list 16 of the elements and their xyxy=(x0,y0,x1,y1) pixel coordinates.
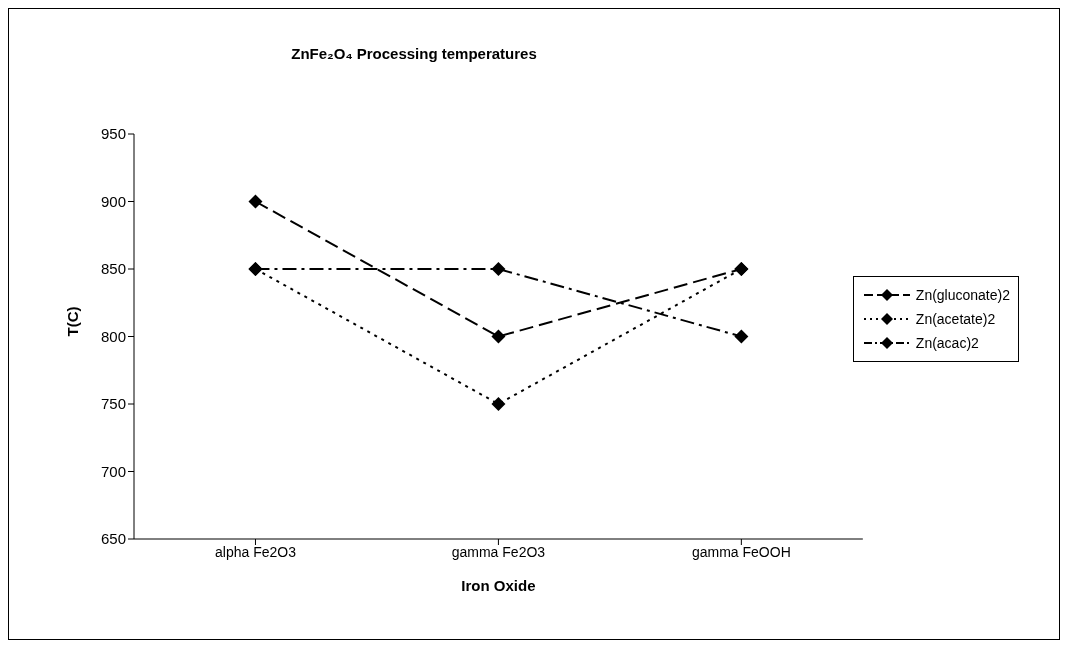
x-tick-label: gamma Fe2O3 xyxy=(451,543,546,560)
y-tick-label: 900 xyxy=(100,192,126,210)
x-tick-label: gamma FeOOH xyxy=(691,543,791,560)
x-tick-label: alpha Fe2O3 xyxy=(214,543,297,560)
y-tick-label: 750 xyxy=(100,395,126,413)
y-axis-title: T(C) xyxy=(64,306,82,337)
chart-title: ZnFe₂O₄ Processing temperatures xyxy=(290,45,538,62)
y-tick-label: 850 xyxy=(100,260,126,278)
y-tick-label: 650 xyxy=(100,530,126,548)
x-axis-title: Iron Oxide xyxy=(461,577,536,594)
y-tick-label: 950 xyxy=(100,125,126,143)
y-tick-label: 700 xyxy=(100,462,126,480)
legend-label: Zn(acetate)2 xyxy=(915,311,996,327)
legend-label: Zn(acac)2 xyxy=(915,335,979,351)
y-tick-label: 800 xyxy=(100,327,126,345)
legend-label: Zn(gluconate)2 xyxy=(915,287,1010,303)
